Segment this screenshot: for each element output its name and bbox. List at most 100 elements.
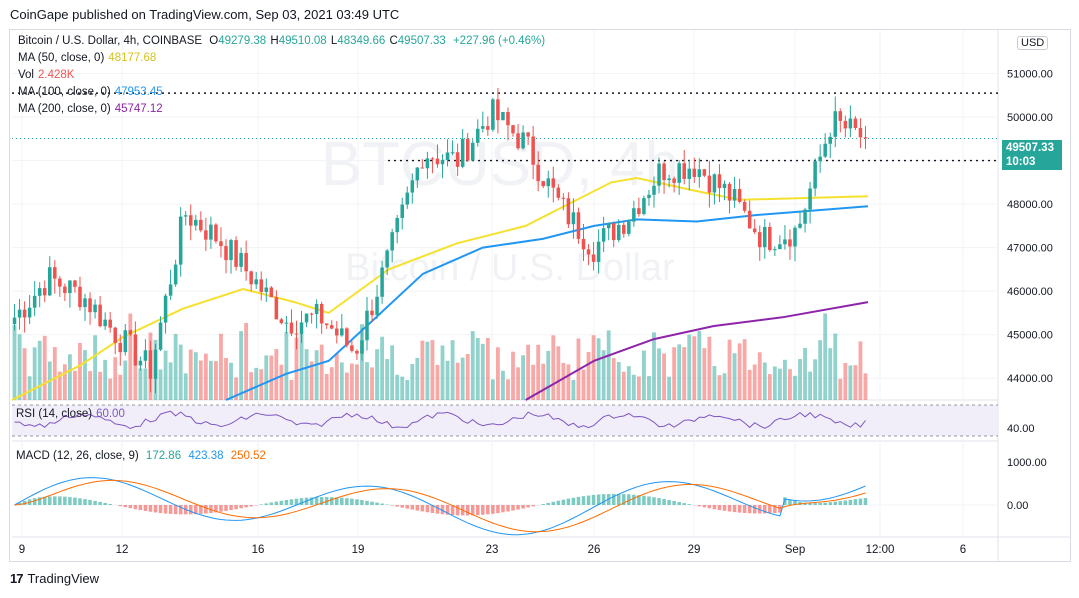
macd-histogram-bar [486,505,490,515]
candle-body [63,286,67,294]
macd-histogram-bar [737,505,742,513]
candle-body [229,240,233,261]
ma100-legend[interactable]: MA (100, close, 0) 47953.45 [18,86,167,98]
candle-body [294,333,299,335]
candle-body [445,152,450,161]
volume-bar [752,364,757,400]
volume-bar [662,353,666,400]
ohlc-high: H49510.08 [270,35,327,47]
volume-bar [203,353,208,400]
macd-histogram-bar [843,500,848,505]
candle-body [360,340,364,354]
macd-histogram-bar [496,505,500,514]
macd-histogram-bar [707,505,712,509]
volume-bar [561,362,566,400]
volume-bar [642,350,646,400]
candles [12,88,868,394]
symbol-legend[interactable]: Bitcoin / U.S. Dollar, 4h, COINBASE O492… [18,35,549,47]
macd-histogram-bar [858,498,863,505]
candle-body [12,317,17,325]
volume-bar [511,351,515,400]
macd-histogram-bar [375,502,379,505]
candle-body [763,226,767,248]
volume-bar [566,364,571,400]
candle-body [168,284,173,296]
volume-bar [616,361,621,400]
volume-bar [324,373,329,400]
macd-histogram-bar [667,499,671,505]
volume-bar [390,345,395,400]
macd-histogram-bar [622,494,626,505]
volume-bar [485,337,490,400]
volume-bar [450,340,455,400]
candle-body [823,143,827,157]
candle-body [747,210,752,229]
macd-histogram-bar [853,499,858,505]
rsi-legend[interactable]: RSI (14, close) 60.00 [16,408,129,420]
macd-histogram-bar [68,497,72,505]
macd-histogram-bar [153,505,158,513]
macd-histogram-bar [219,505,223,512]
volume-bar [219,333,223,400]
macd-histogram-bar [314,497,319,505]
macd-histogram-bar [788,499,792,505]
volume-bar [591,335,596,400]
macd-histogram-bar [390,505,394,506]
macd-histogram-bar [611,493,616,505]
volume-bar [631,374,636,400]
volume-bar [848,365,853,400]
candle-body [546,178,551,187]
ma200-label: MA (200, close, 0) [18,103,111,115]
candle-body [672,178,676,183]
volume-legend[interactable]: Vol 2.428K [18,69,78,81]
candle-body [415,167,420,181]
candle-body [611,223,616,241]
tradingview-logo-icon: 17 [10,571,24,586]
time-tick-label: 16 [252,544,265,556]
candle-body [430,158,435,160]
footer[interactable]: 17 TradingView [10,571,99,586]
rsi-tick-label: 40.00 [1007,423,1035,435]
volume-bar [853,365,858,400]
candle-body [48,267,52,296]
candle-body [496,99,500,121]
volume-bar [279,364,284,400]
candle-body [98,304,102,327]
macd-legend[interactable]: MACD (12, 26, close, 9) 172.86 423.38 25… [16,450,270,462]
macd-histogram-bar [516,505,520,510]
symbol-title[interactable]: Bitcoin / U.S. Dollar, 4h, COINBASE [18,35,203,47]
volume-bar [118,374,123,400]
ma200-legend[interactable]: MA (200, close, 0) 45747.12 [18,103,167,115]
volume-bar [843,362,848,400]
candle-body [173,264,178,285]
moving-averages [11,176,869,401]
currency-badge[interactable]: USD [1017,36,1049,50]
macd-histogram-bar [581,496,586,505]
candle-body [133,334,138,366]
candle-body [355,350,359,354]
volume-bar [365,362,369,400]
macd-histogram-bar [410,505,415,510]
candle-body [652,185,656,195]
candle-body [42,288,47,296]
watermark-sub: Bitcoin / U.S. Dollar [345,247,675,289]
macd-histogram-bar [194,505,198,515]
macd-histogram-bar [83,499,87,505]
volume-bar [425,341,430,400]
macd-histogram-bar [345,498,349,505]
candle-body [586,249,591,255]
candle-body [163,295,168,323]
candle-body [370,310,374,316]
macd-histogram-bar [627,494,631,505]
ma50-legend[interactable]: MA (50, close, 0) 48177.68 [18,52,160,64]
candle-body [742,201,747,211]
candle-body [516,133,520,149]
volume-bar [103,359,108,400]
macd-histogram-bar [682,503,686,505]
candle-body [390,232,394,251]
macd-histogram-bar [274,501,279,505]
volume-bar [269,355,274,400]
watermark-main: BTCUSD, 4h [321,130,679,199]
volume-bar [772,366,777,400]
